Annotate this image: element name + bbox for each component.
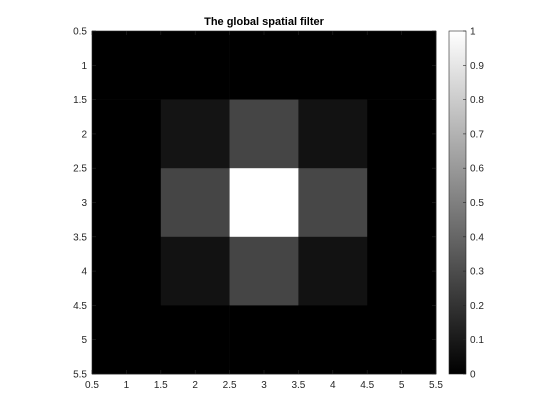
y-tick-label: 0.5 [73, 27, 87, 38]
chart-title: The global spatial filter [204, 16, 325, 28]
y-tick-label: 2.5 [73, 164, 87, 175]
y-tick-label: 5 [81, 335, 87, 346]
y-tick-label: 3 [81, 198, 87, 209]
colorbar-tick-label: 0 [470, 370, 476, 381]
heatmap-cell [367, 31, 437, 100]
y-axis: 0.5 1 1.5 2 2.5 3 3.5 4 4.5 5 5.5 [73, 27, 436, 381]
x-tick-label: 3 [261, 380, 267, 391]
x-tick-label: 4.5 [360, 380, 374, 391]
y-tick-label: 1.5 [73, 95, 87, 106]
heatmap-cells [92, 31, 437, 375]
colorbar-tick-label: 0.6 [470, 164, 484, 175]
y-tick-label: 3.5 [73, 232, 87, 243]
colorbar-tick-label: 0.8 [470, 95, 484, 106]
colorbar-tick-label: 1 [470, 27, 476, 38]
heatmap-cell [92, 168, 162, 238]
colorbar: 0 0.1 0.2 0.3 0.4 0.5 0.6 0.7 0.8 0.9 1 [448, 27, 484, 381]
heatmap-cell [92, 31, 162, 100]
heatmap-cell [160, 236, 230, 306]
colorbar-tick-label: 0.5 [470, 198, 484, 209]
heatmap-cell [298, 99, 368, 169]
colorbar-tick-label: 0.9 [470, 61, 484, 72]
heatmap-cell [160, 305, 230, 375]
heatmap-cell [92, 236, 162, 306]
x-tick-label: 2.5 [223, 380, 237, 391]
heatmap-cell [160, 168, 230, 238]
heatmap-cell [298, 168, 368, 238]
y-tick-label: 2 [81, 129, 87, 140]
x-tick-label: 4 [330, 380, 336, 391]
y-tick-label: 5.5 [73, 370, 87, 381]
colorbar-tick-label: 0.3 [470, 267, 484, 278]
heatmap-cell [92, 99, 162, 169]
x-tick-label: 1 [124, 380, 130, 391]
heatmap-cell [298, 236, 368, 306]
heatmap-cell [367, 168, 437, 238]
x-tick-label: 1.5 [154, 380, 168, 391]
heatmap-cell [229, 305, 299, 375]
colorbar-tick-label: 0.1 [470, 335, 484, 346]
heatmap-cell [298, 305, 368, 375]
heatmap-cell [160, 99, 230, 169]
x-tick-label: 5 [399, 380, 405, 391]
heatmap-cell [160, 31, 230, 100]
x-axis: 0.5 1 1.5 2 2.5 3 3.5 4 4.5 5 5.5 [85, 31, 443, 391]
heatmap-cell [298, 31, 368, 100]
heatmap-cell [229, 168, 299, 238]
heatmap-cell [367, 236, 437, 306]
colorbar-tick-label: 0.4 [470, 232, 484, 243]
heatmap-cell [229, 31, 299, 100]
heatmap-cell [367, 305, 437, 375]
x-tick-label: 3.5 [291, 380, 305, 391]
y-tick-label: 1 [81, 61, 87, 72]
colorbar-tick-label: 0.7 [470, 129, 484, 140]
x-tick-label: 0.5 [85, 380, 99, 391]
x-tick-label: 2 [192, 380, 198, 391]
colorbar-tick-label: 0.2 [470, 301, 484, 312]
y-tick-label: 4 [81, 267, 87, 278]
heatmap-cell [92, 305, 162, 375]
heatmap-cell [367, 99, 437, 169]
x-tick-label: 5.5 [429, 380, 443, 391]
heatmap-cell [229, 236, 299, 306]
y-tick-label: 4.5 [73, 301, 87, 312]
heatmap-cell [229, 99, 299, 169]
